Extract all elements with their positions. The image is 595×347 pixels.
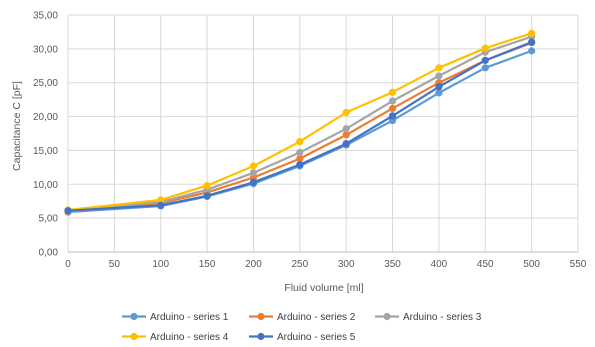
legend-label: Arduino - series 5 [277,332,356,343]
data-point [296,138,304,146]
data-point [342,131,350,139]
data-point [342,108,350,117]
series-line [66,41,533,213]
y-tick-label: 25,00 [33,78,58,89]
y-tick-label: 30,00 [33,44,58,55]
legend-item: Arduino - series 3 [375,312,482,323]
data-point [435,64,443,72]
data-point [203,192,211,200]
legend-item: Arduino - series 1 [122,312,229,323]
data-point [388,88,397,96]
legend: Arduino - series 1 Arduino - series 2 Ardu… [122,312,482,343]
legend-swatch-marker [130,312,138,321]
y-tick-label: 15,00 [33,146,58,157]
x-tick-label: 200 [245,259,262,270]
data-point [528,38,536,46]
x-tick-label: 150 [199,259,216,270]
y-tick-label: 0,00 [39,248,59,259]
data-point [296,161,304,169]
data-point [296,148,304,157]
x-tick-label: 350 [384,259,401,270]
y-tick-label: 10,00 [33,180,58,191]
x-tick-label: 400 [431,259,448,270]
x-tick-label: 450 [477,259,494,270]
data-point [388,97,397,105]
legend-item: Arduino - series 2 [249,312,356,323]
data-point [435,72,443,80]
series-line [66,35,533,212]
data-point [342,125,350,133]
legend-item: Arduino - series 5 [249,332,356,343]
data-point [249,178,258,186]
y-tick-label: 35,00 [33,11,58,22]
series-5 [64,38,536,215]
y-tick-label: 5,00 [39,214,59,225]
x-tick-labels: 0 50 100 150 200 250 300 350 400 450 500 550 [65,259,587,270]
series-line [66,41,533,212]
x-tick-label: 300 [338,259,355,270]
legend-swatch-marker [383,312,391,321]
x-tick-label: 500 [523,259,540,270]
legend-label: Arduino - series 4 [150,332,229,343]
data-point [435,83,443,91]
y-tick-labels: 0,00 5,00 10,00 15,00 20,00 25,00 30,00 35,00 [33,11,58,259]
data-point [249,169,258,177]
data-point [296,154,304,163]
series-line [66,32,533,212]
y-tick-label: 20,00 [33,112,58,123]
data-point [435,89,443,97]
data-point [157,196,165,204]
data-point [528,47,536,55]
legend-label: Arduino - series 1 [150,312,229,323]
legend-label: Arduino - series 3 [403,312,482,323]
legend-swatch-marker [257,332,265,341]
data-point [157,201,165,209]
data-point [388,104,397,113]
data-point [203,182,211,190]
x-tick-label: 50 [109,259,121,270]
x-tick-label: 250 [291,259,308,270]
legend-swatch-marker [130,332,138,341]
y-axis-title: Capacitance C [pF] [11,81,23,171]
data-point [528,29,536,37]
legend-swatch-marker [257,312,265,321]
series-lines [64,29,536,216]
data-point [64,207,72,215]
data-point [481,64,489,72]
data-point [342,140,350,148]
data-point [249,162,258,170]
x-tick-label: 0 [65,259,71,270]
legend-item: Arduino - series 4 [122,332,229,343]
x-tick-label: 550 [570,259,587,270]
data-point [481,56,489,64]
x-axis-title: Fluid volume [ml] [284,282,363,294]
data-point [481,44,489,52]
legend-label: Arduino - series 2 [277,312,356,323]
x-tick-label: 100 [152,259,169,270]
data-point [388,112,397,120]
